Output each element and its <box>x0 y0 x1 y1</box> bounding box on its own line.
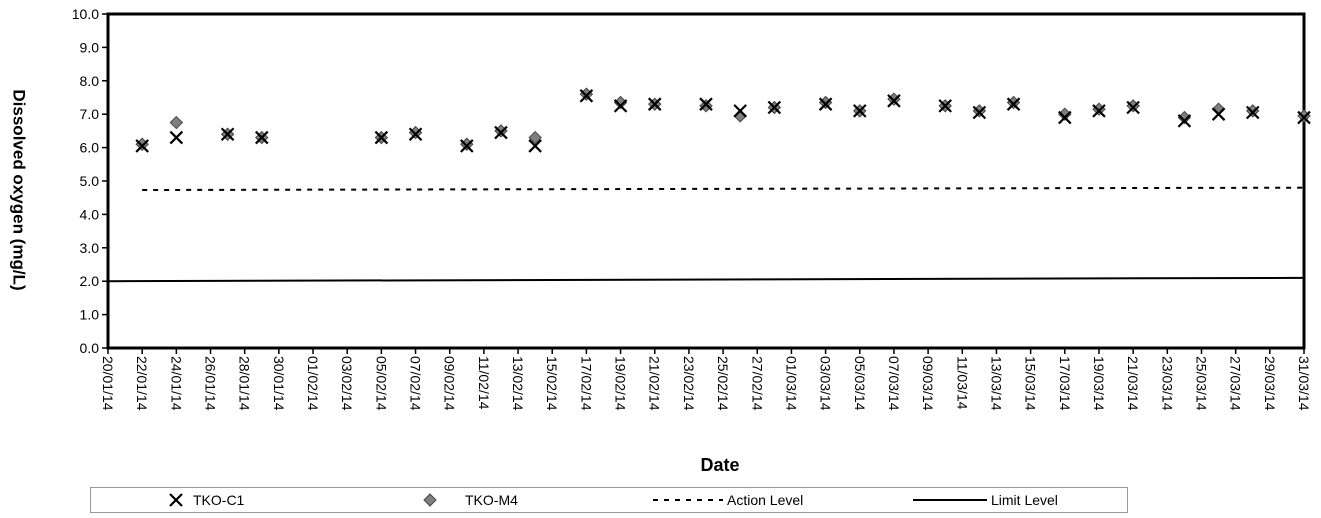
x-tick-label: 07/02/14 <box>408 356 424 411</box>
x-tick-label: 21/03/14 <box>1125 356 1141 411</box>
legend-label-action-level: Action Level <box>727 492 804 508</box>
y-tick-label: 5.0 <box>80 173 100 189</box>
plot-area <box>106 12 1306 350</box>
x-tick-label: 15/02/14 <box>544 356 560 411</box>
x-tick-label: 25/03/14 <box>1193 356 1209 411</box>
x-tick-label: 05/03/14 <box>852 356 868 411</box>
tko-c1-point <box>135 139 149 153</box>
x-tick-label: 01/03/14 <box>783 356 799 411</box>
y-tick-label: 1.0 <box>80 307 100 323</box>
y-tick-label: 3.0 <box>80 240 100 256</box>
diamond-marker-icon <box>423 493 437 507</box>
legend: TKO-C1 TKO-M4 Action Level Limit Level <box>90 487 1128 513</box>
tko-c1-point <box>1058 110 1072 125</box>
limit-level-line <box>107 276 1305 283</box>
y-axis-label: Dissolved oxygen (mg/L) <box>10 89 30 291</box>
x-tick-label: 24/01/14 <box>168 356 184 411</box>
x-tick-label: 11/02/14 <box>476 356 492 410</box>
tko-c1-point <box>1006 97 1021 111</box>
x-tick-label: 17/02/14 <box>578 356 594 411</box>
y-tick-label: 6.0 <box>80 140 100 156</box>
tko-c1-point <box>220 127 235 142</box>
tko-c1-point <box>972 105 987 120</box>
x-tick-label: 21/02/14 <box>647 356 663 411</box>
x-tick-label: 31/03/14 <box>1296 356 1312 411</box>
x-tick-label: 20/01/14 <box>100 356 116 411</box>
x-tick-label: 27/03/14 <box>1228 356 1244 411</box>
tko-m4-point <box>169 115 184 130</box>
x-tick-label: 05/02/14 <box>373 356 389 411</box>
y-tick-label: 10.0 <box>72 6 99 22</box>
y-tick-label: 9.0 <box>80 39 100 55</box>
tko-m4-point <box>528 130 542 145</box>
tko-c1-point <box>1092 104 1106 118</box>
y-tick-label: 0.0 <box>80 340 100 356</box>
tko-c1-point <box>1126 100 1140 115</box>
x-tick-label: 27/02/14 <box>749 356 765 411</box>
x-tick-label: 30/01/14 <box>271 356 287 411</box>
tko-c1-point <box>733 104 747 118</box>
tko-c1-point <box>1211 107 1226 121</box>
y-tick-label: 2.0 <box>80 273 100 289</box>
tko-c1-point <box>767 100 782 115</box>
tko-c1-point <box>579 89 594 103</box>
x-tick-label: 28/01/14 <box>237 356 253 411</box>
x-tick-label: 23/03/14 <box>1159 356 1175 411</box>
x-tick-label: 13/02/14 <box>510 356 526 411</box>
action-level-line <box>142 186 1305 192</box>
tko-c1-point <box>938 99 952 113</box>
tko-c1-point <box>647 97 662 111</box>
tko-c1-point <box>494 125 508 140</box>
x-tick-label: 13/03/14 <box>988 356 1004 411</box>
legend-label-tko-m4: TKO-M4 <box>465 492 518 508</box>
tko-c1-point <box>254 130 269 145</box>
legend-item-action-level: Action Level <box>651 488 803 512</box>
x-tick-label: 23/02/14 <box>681 356 697 411</box>
tko-c1-point <box>460 139 474 153</box>
tko-c1-point <box>1177 114 1192 128</box>
x-tick-label: 03/03/14 <box>818 356 834 411</box>
x-tick-label: 09/03/14 <box>920 356 936 411</box>
x-tick-label: 25/02/14 <box>715 356 731 411</box>
y-axis-label-container: Dissolved oxygen (mg/L) <box>4 40 34 340</box>
tko-c1-point <box>1297 110 1311 125</box>
tko-c1-point <box>699 97 713 111</box>
tko-c1-point <box>613 99 628 113</box>
tko-m4-point <box>699 99 713 113</box>
x-tick-label: 07/03/14 <box>886 356 902 411</box>
dashed-line-icon <box>653 499 723 501</box>
legend-label-limit-level: Limit Level <box>991 492 1058 508</box>
legend-label-tko-c1: TKO-C1 <box>193 492 245 508</box>
x-tick-label: 01/02/14 <box>305 356 321 411</box>
solid-line-icon <box>913 499 987 501</box>
tko-c1-point <box>374 130 389 145</box>
x-tick-label: 03/02/14 <box>339 356 355 411</box>
x-marker-icon <box>169 493 183 507</box>
tko-c1-point <box>887 94 901 108</box>
legend-item-tko-m4: TKO-M4 <box>421 488 518 512</box>
x-tick-label: 19/03/14 <box>1091 356 1107 411</box>
x-tick-label: 19/02/14 <box>613 356 629 411</box>
x-tick-label: 17/03/14 <box>1057 356 1073 411</box>
y-tick-label: 4.0 <box>80 206 100 222</box>
tko-c1-point <box>1245 105 1260 120</box>
legend-item-limit-level: Limit Level <box>911 488 1058 512</box>
y-tick-label: 7.0 <box>80 106 100 122</box>
x-tick-label: 29/03/14 <box>1262 356 1278 411</box>
tko-c1-point <box>169 130 184 145</box>
tko-c1-point <box>528 139 542 153</box>
tko-c1-point <box>852 104 867 118</box>
tko-c1-point <box>408 127 423 142</box>
x-tick-label: 15/03/14 <box>1023 356 1039 411</box>
plot-svg: 0.0 1.0 2.0 3.0 4.0 5.0 6.0 7.0 8.0 9.0 10.0 20/01/… <box>72 6 1312 411</box>
x-tick-label: 22/01/14 <box>134 356 150 411</box>
x-axis-label: Date <box>700 455 740 475</box>
x-tick-label: 09/02/14 <box>442 356 458 411</box>
x-tick-label: 26/01/14 <box>203 356 219 411</box>
x-tick-label: 11/03/14 <box>954 356 970 410</box>
legend-item-tko-c1: TKO-C1 <box>167 488 244 512</box>
tko-c1-point <box>818 97 833 111</box>
y-tick-label: 8.0 <box>80 73 100 89</box>
